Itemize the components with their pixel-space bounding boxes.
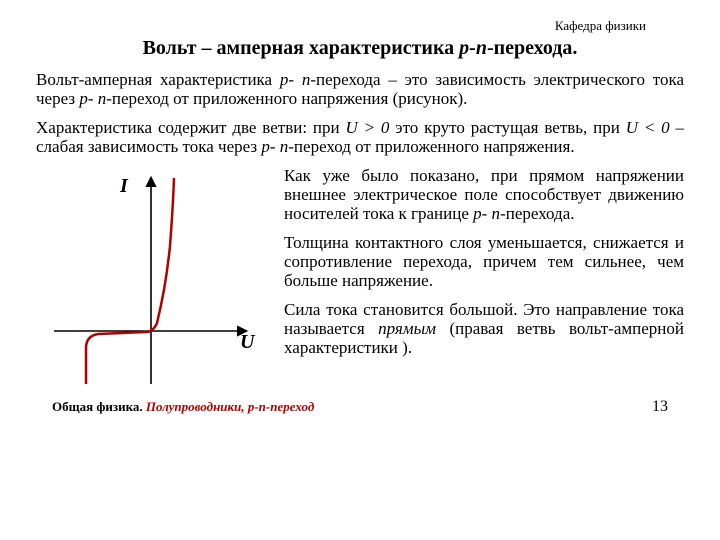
p3-pn: p- n xyxy=(473,204,500,223)
p1-pn1: p- n xyxy=(280,70,310,89)
iv-chart: I U xyxy=(36,166,266,392)
right-text-column: Как уже было показано, при прямом напряж… xyxy=(266,166,684,392)
svg-text:I: I xyxy=(119,175,129,197)
department-header: Кафедра физики xyxy=(28,18,646,34)
svg-text:U: U xyxy=(240,331,256,353)
p2-b: это круто растущая ветвь, при xyxy=(389,118,625,137)
paragraph-5: Сила тока становится большой. Это направ… xyxy=(284,300,684,357)
page-number: 13 xyxy=(652,398,668,416)
title-pn: p-n xyxy=(459,37,487,59)
footer-topic: Полупроводники, p-n-переход xyxy=(146,399,314,414)
p5-em: прямым xyxy=(378,319,436,338)
paragraph-3: Как уже было показано, при прямом напряж… xyxy=(284,166,684,223)
p1-pn2: p- n xyxy=(79,89,106,108)
footer-course-text: Общая физика. xyxy=(52,399,146,414)
paragraph-4: Толщина контактного слоя уменьшается, сн… xyxy=(284,233,684,290)
slide-title: Вольт – амперная характеристика p-n-пере… xyxy=(28,37,692,60)
p3-b: -перехода. xyxy=(500,204,574,223)
title-post: -перехода. xyxy=(487,37,577,59)
footer-course: Общая физика. Полупроводники, p-n-перехо… xyxy=(52,399,314,415)
paragraph-2: Характеристика содержит две ветви: при U… xyxy=(36,118,684,156)
p2-a: Характеристика содержит две ветви: при xyxy=(36,118,345,137)
p1-a: Вольт-амперная характеристика xyxy=(36,70,280,89)
title-pre: Вольт – амперная характеристика xyxy=(143,37,460,59)
p1-c: -переход от приложенного напряжения (рис… xyxy=(106,89,467,108)
paragraph-1: Вольт-амперная характеристика p- n-перех… xyxy=(36,70,684,108)
p2-u1: U > 0 xyxy=(345,118,389,137)
p2-u2: U < 0 xyxy=(626,118,670,137)
p2-pn: p- n xyxy=(261,137,288,156)
p2-d: -переход от приложенного напряжения. xyxy=(288,137,574,156)
footer: Общая физика. Полупроводники, p-n-перехо… xyxy=(52,398,668,416)
